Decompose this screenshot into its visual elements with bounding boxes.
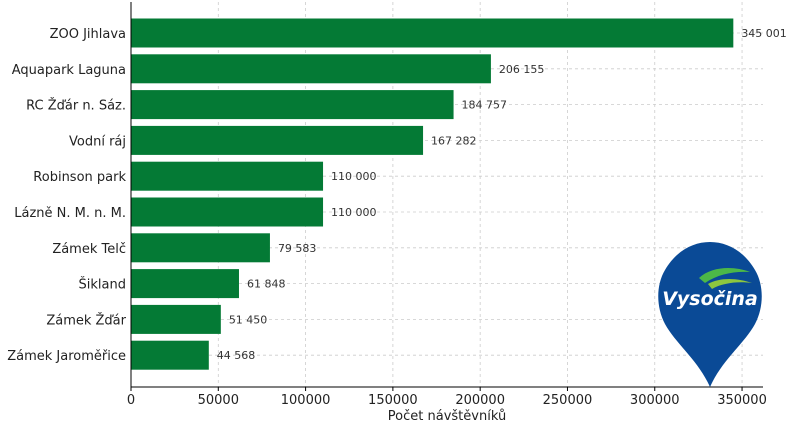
value-label: 110 000 xyxy=(331,170,377,183)
logo-text: Vysočina xyxy=(662,288,758,310)
value-label: 167 282 xyxy=(431,134,477,147)
bar xyxy=(131,161,324,191)
vysocina-logo: Vysočina xyxy=(658,242,762,387)
x-tick-label: 150000 xyxy=(368,393,418,408)
value-label: 206 155 xyxy=(499,63,544,76)
x-tick-label: 100000 xyxy=(281,393,331,408)
category-label: Aquapark Laguna xyxy=(12,63,126,78)
category-label: RC Žďár n. Sáz. xyxy=(26,98,126,114)
bar xyxy=(131,233,270,263)
bar xyxy=(131,340,209,370)
bar xyxy=(131,125,424,155)
category-label: Zámek Jaroměřice xyxy=(7,349,126,364)
category-label: Robinson park xyxy=(33,170,126,185)
x-tick-label: 0 xyxy=(127,393,135,408)
value-label: 345 001 xyxy=(741,27,787,40)
x-tick-label: 350000 xyxy=(717,393,767,408)
axes-group: ZOO Jihlava Aquapark Laguna RC Žďár n. Sáz… xyxy=(7,2,767,408)
bar xyxy=(131,304,221,334)
value-label: 61 848 xyxy=(247,278,286,291)
leaf-icon-small xyxy=(708,279,752,289)
value-label: 110 000 xyxy=(331,206,377,219)
category-label: ZOO Jihlava xyxy=(50,27,126,42)
bar xyxy=(131,197,324,227)
map-pin-icon xyxy=(658,242,762,387)
x-tick-label: 200000 xyxy=(455,393,505,408)
x-tick-label: 50000 xyxy=(198,393,239,408)
category-label: Lázně N. M. n. M. xyxy=(14,206,126,221)
value-label: 79 583 xyxy=(278,242,317,255)
bars-group: 345 001 206 155 184 757 167 282 110 000 110 0… xyxy=(131,18,787,370)
category-label: Šikland xyxy=(79,277,126,293)
bar xyxy=(131,54,491,84)
category-label: Zámek Telč xyxy=(52,242,126,257)
value-label: 184 757 xyxy=(462,99,508,112)
x-axis-title: Počet návštěvníků xyxy=(388,409,506,424)
category-label: Zámek Žďár xyxy=(46,312,126,328)
leaf-icon xyxy=(699,268,750,283)
bar xyxy=(131,269,239,299)
x-tick-label: 300000 xyxy=(630,393,680,408)
bar xyxy=(131,90,454,120)
value-label: 51 450 xyxy=(229,313,268,326)
category-label: Vodní ráj xyxy=(69,134,126,149)
value-label: 44 568 xyxy=(217,349,256,362)
x-tick-label: 250000 xyxy=(543,393,593,408)
bar xyxy=(131,18,734,48)
